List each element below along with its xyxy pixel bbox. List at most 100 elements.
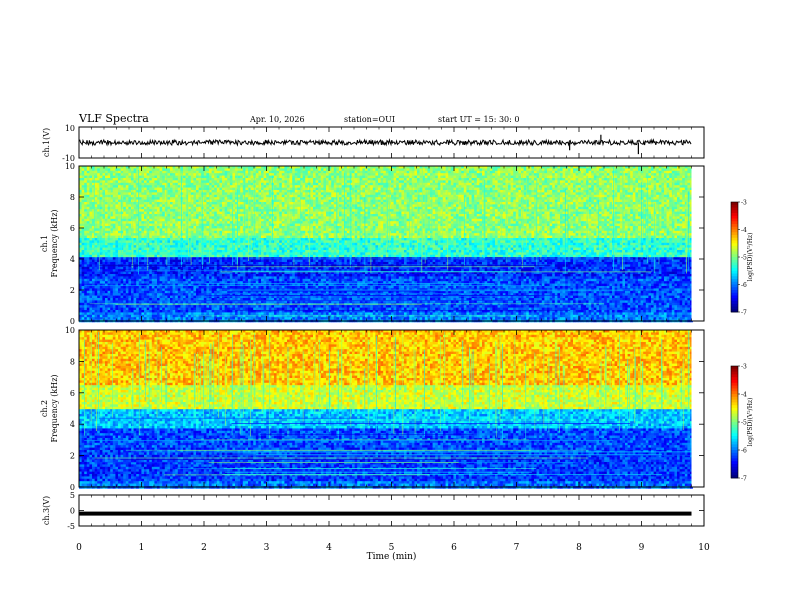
spectrogram-cell (308, 176, 311, 179)
spectrogram-cell (391, 195, 394, 198)
spectrogram-cell (674, 168, 677, 171)
spectrogram-cell (370, 195, 373, 198)
spectrogram-cell (277, 192, 280, 195)
spectrogram-cell (399, 195, 402, 198)
spectrogram-cell (661, 178, 664, 181)
spectrogram-cell (105, 173, 108, 176)
spectrogram-cell (196, 185, 199, 188)
spectrogram-cell (121, 178, 124, 181)
spectrogram-cell (115, 178, 118, 181)
spectrogram-cell (128, 171, 131, 174)
spectrogram-cell (531, 185, 534, 188)
spectrogram-cell (659, 188, 662, 191)
spectrogram-cell (391, 192, 394, 195)
spectrogram-cell (84, 195, 87, 198)
spectrogram-cell (383, 173, 386, 176)
spectrogram-cell (193, 168, 196, 171)
spectrogram-cell (165, 188, 168, 191)
spectrogram-cell (414, 171, 417, 174)
spectrogram-cell (672, 171, 675, 174)
spectrogram-cell (443, 180, 446, 183)
spectrogram-cell (654, 168, 657, 171)
spectrogram-cell (552, 192, 555, 195)
spectrogram-cell (576, 190, 579, 193)
spectrogram-cell (308, 173, 311, 176)
spectrogram-cell (656, 180, 659, 183)
spectrogram-cell (685, 168, 688, 171)
spectrogram-cell (495, 190, 498, 193)
spectrogram-cell (503, 188, 506, 191)
spectrogram-cell (118, 190, 121, 193)
spectrogram-cell (451, 190, 454, 193)
spectrogram-cell (464, 176, 467, 179)
spectrogram-cell (589, 168, 592, 171)
spectrogram-cell (586, 171, 589, 174)
spectrogram-cell (659, 185, 662, 188)
spectrogram-cell (498, 192, 501, 195)
spectrogram-cell (245, 176, 248, 179)
spectrogram-cell (214, 171, 217, 174)
spectrogram-cell (487, 173, 490, 176)
spectrogram-cell (602, 192, 605, 195)
spectrogram-cell (451, 178, 454, 181)
spectrogram-cell (646, 168, 649, 171)
spectrogram-cell (199, 168, 202, 171)
spectrogram-cell (518, 180, 521, 183)
spectrogram-cell (576, 173, 579, 176)
spectrogram-cell (147, 185, 150, 188)
spectrogram-cell (362, 180, 365, 183)
spectrogram-cell (609, 168, 612, 171)
spectrogram-cell (115, 180, 118, 183)
spectrogram-cell (87, 171, 90, 174)
spectrogram-cell (643, 183, 646, 186)
spectrogram-cell (269, 185, 272, 188)
spectrogram-cell (654, 190, 657, 193)
spectrogram-cell (282, 180, 285, 183)
spectrogram-cell (329, 195, 332, 198)
spectrogram-cell (219, 180, 222, 183)
spectrogram-cell (290, 192, 293, 195)
spectrogram-cell (240, 185, 243, 188)
spectrogram-cell (513, 176, 516, 179)
spectrogram-cell (245, 183, 248, 186)
spectrogram-cell (427, 178, 430, 181)
spectrogram-cell (396, 185, 399, 188)
spectrogram-cell (183, 183, 186, 186)
spectrogram-cell (570, 173, 573, 176)
spectrogram-cell (217, 173, 220, 176)
spectrogram-cell (149, 171, 152, 174)
spectrogram-cell (396, 188, 399, 191)
spectrogram-cell (680, 183, 683, 186)
spectrogram-cell (113, 168, 116, 171)
spectrogram-cell (105, 188, 108, 191)
spectrogram-cell (633, 190, 636, 193)
spectrogram-cell (318, 180, 321, 183)
spectrogram-cell (633, 176, 636, 179)
spectrogram-cell (126, 185, 129, 188)
spectrogram-cell (521, 168, 524, 171)
spectrogram-cell (544, 180, 547, 183)
spectrogram-cell (433, 178, 436, 181)
spectrogram-cell (537, 168, 540, 171)
spectrogram-cell (656, 190, 659, 193)
spectrogram-cell (321, 168, 324, 171)
spectrogram-cell (477, 178, 480, 181)
spectrogram-cell (339, 192, 342, 195)
spectrogram-cell (141, 171, 144, 174)
spectrogram-cell (433, 192, 436, 195)
spectrogram-cell (651, 171, 654, 174)
spectrogram-cell (617, 176, 620, 179)
spectrogram-cell (271, 171, 274, 174)
spectrogram-cell (95, 168, 98, 171)
spectrogram-cell (157, 195, 160, 198)
spectrogram-cell (583, 192, 586, 195)
spectrogram-cell (318, 185, 321, 188)
spectrogram-cell (560, 173, 563, 176)
spectrogram-cell (396, 192, 399, 195)
spectrogram-cell (87, 195, 90, 198)
spectrogram-cell (648, 185, 651, 188)
spectrogram-cell (685, 173, 688, 176)
spectrogram-cell (108, 183, 111, 186)
spectrogram-cell (165, 183, 168, 186)
spectrogram-cell (630, 178, 633, 181)
